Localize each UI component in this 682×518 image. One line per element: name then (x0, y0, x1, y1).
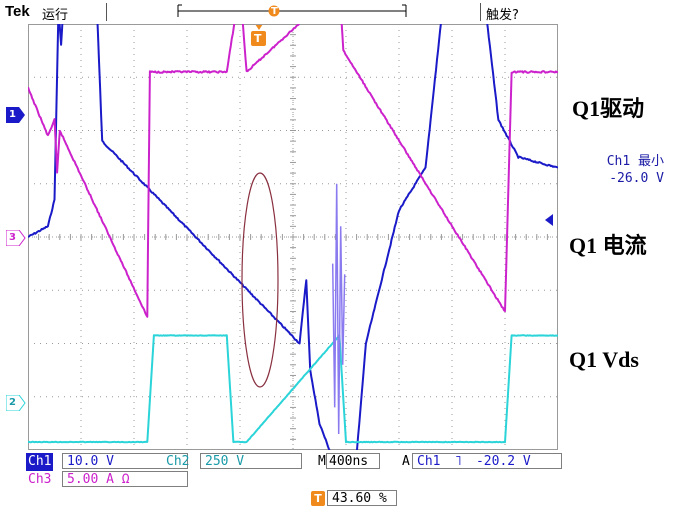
trigger-slope-icon: ˥ (454, 454, 463, 469)
record-position-bar (177, 4, 407, 17)
channel-readout-row: Ch1 10.0 V Ch2 250 V M 400ns A Ch1 ˥ -20… (26, 453, 562, 471)
trigger-mode-tag: A (402, 454, 410, 469)
ch3-marker-label: 3 (9, 232, 16, 243)
waveform-traces (28, 24, 558, 450)
trigger-source: Ch1 (417, 454, 441, 469)
measurement-title: Ch1 最小 (606, 154, 664, 169)
ch3-readout-row: Ch3 5.00 A Ω (26, 471, 266, 489)
brand-logo: Tek (5, 3, 30, 20)
ch1-scale-readout[interactable]: 10.0 V (62, 453, 188, 469)
ch1-ground-marker[interactable] (6, 107, 26, 123)
status-separator (106, 3, 107, 21)
ch2-ground-marker[interactable] (6, 395, 26, 411)
ch1-min-measurement: Ch1 最小 -26.0 V (584, 153, 664, 187)
ch1-marker-label: 1 (9, 109, 16, 120)
q1-current-label: Q1 电流 (569, 233, 647, 258)
ch2-scale-readout[interactable]: 250 V (200, 453, 302, 469)
trigger-marker-label: T (254, 32, 262, 45)
trigger-position-value: 43.60 % (327, 490, 397, 506)
ch2-readout-tag[interactable]: Ch2 (166, 454, 190, 469)
timebase-tag: M (318, 454, 326, 469)
trigger-position-icon: T (311, 491, 325, 506)
trigger-level-value: -20.2 V (475, 454, 531, 469)
trigger-position-marker: T (271, 6, 278, 17)
ch2-marker-label: 2 (9, 397, 16, 408)
ch1-waveform (28, 24, 558, 450)
trigger-settings-readout[interactable]: Ch1 ˥ -20.2 V (412, 453, 562, 469)
status-separator (480, 3, 481, 21)
trigger-arrow-icon (255, 24, 263, 30)
ch3-ground-marker[interactable] (6, 230, 26, 246)
trigger-level-icon[interactable] (543, 214, 553, 226)
ch3-waveform (28, 24, 558, 318)
status-bar: Tek 运行 T 触发? (0, 0, 682, 24)
switching-spike (331, 183, 346, 435)
ch3-readout-tag[interactable]: Ch3 (28, 472, 52, 487)
ch3-scale-readout[interactable]: 5.00 A Ω (62, 471, 188, 487)
ch2-waveform (28, 334, 558, 444)
run-status: 运行 (42, 8, 69, 23)
measurement-value: -26.0 V (609, 171, 664, 186)
waveform-display (28, 24, 558, 450)
q1-vds-label: Q1 Vds (569, 347, 639, 372)
trigger-time-marker[interactable]: T (251, 31, 266, 46)
trigger-position-icon (268, 5, 280, 17)
annotation-ellipse (241, 172, 279, 388)
q1-drive-label: Q1驱动 (572, 96, 645, 121)
ch1-readout-tag[interactable]: Ch1 (26, 453, 54, 471)
timebase-readout[interactable]: 400ns (326, 453, 380, 469)
trigger-status: 触发? (486, 8, 519, 23)
graticule (28, 24, 558, 450)
